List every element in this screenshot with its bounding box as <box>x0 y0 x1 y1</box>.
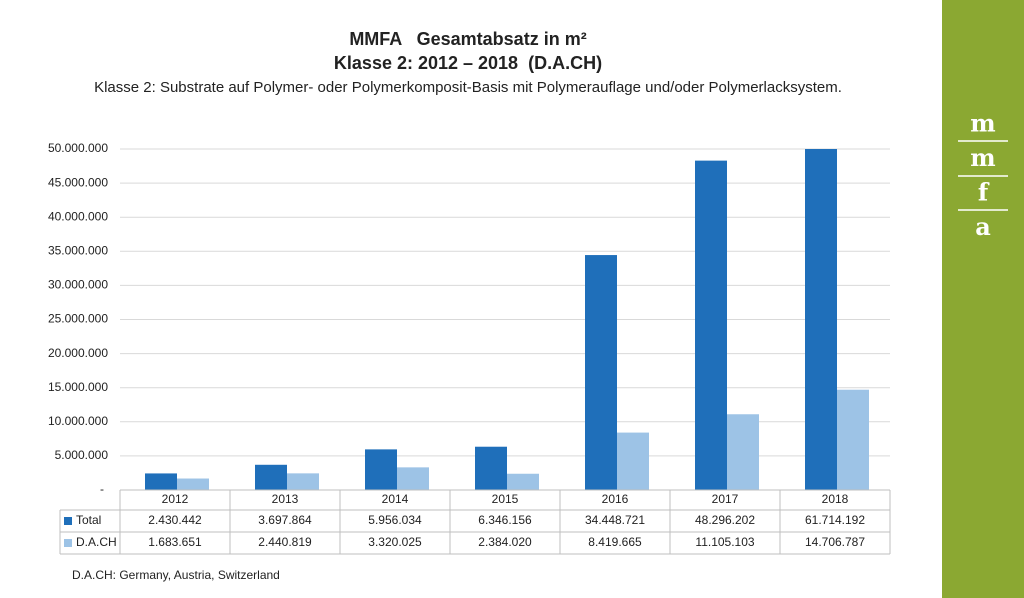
data-label: 2.430.442 <box>148 513 202 527</box>
logo-letter: m <box>970 109 995 138</box>
chart-title: MMFA Gesamtabsatz in m² <box>349 29 586 49</box>
y-tick-label: - <box>100 482 104 496</box>
legend-swatch <box>64 517 72 525</box>
data-label: 3.697.864 <box>258 513 312 527</box>
data-label: 6.346.156 <box>478 513 532 527</box>
x-tick-label: 2013 <box>272 492 299 506</box>
legend-label: Total <box>76 513 101 527</box>
y-tick-label: 25.000.000 <box>48 312 108 326</box>
bar <box>255 464 287 490</box>
y-tick-label: 20.000.000 <box>48 346 108 360</box>
y-tick-label: 35.000.000 <box>48 243 108 257</box>
bar <box>695 160 727 490</box>
bar <box>145 473 177 490</box>
logo-letter: m <box>970 143 995 172</box>
data-label: 1.683.651 <box>148 535 202 549</box>
bar <box>177 478 209 490</box>
data-label: 11.105.103 <box>695 535 754 549</box>
bar <box>507 473 539 490</box>
bar <box>365 449 397 490</box>
chart-description: Klasse 2: Substrate auf Polymer- oder Po… <box>94 79 842 96</box>
data-label: 48.296.202 <box>695 513 755 527</box>
data-label: 61.714.192 <box>805 513 865 527</box>
grid <box>120 148 890 491</box>
x-tick-label: 2012 <box>162 492 189 506</box>
y-tick-label: 10.000.000 <box>48 414 108 428</box>
y-tick-label: 40.000.000 <box>48 209 108 223</box>
x-tick-label: 2014 <box>382 492 409 506</box>
bar <box>617 432 649 490</box>
x-tick-label: 2016 <box>602 492 629 506</box>
x-tick-label: 2018 <box>822 492 849 506</box>
data-label: 34.448.721 <box>585 513 645 527</box>
data-label: 8.419.665 <box>588 535 642 549</box>
bar <box>805 149 837 490</box>
legend-label: D.A.CH <box>76 535 117 549</box>
x-tick-label: 2015 <box>492 492 519 506</box>
bar <box>727 414 759 490</box>
y-tick-label: 5.000.000 <box>55 448 109 462</box>
data-label: 2.384.020 <box>478 535 532 549</box>
bar <box>837 389 869 490</box>
data-table: 2012 2013 2014 2015 2016 2017 2018 Total 2.430.4… <box>59 489 891 555</box>
bar <box>287 473 319 490</box>
bar <box>475 446 507 490</box>
bar <box>397 467 429 490</box>
data-label: 3.320.025 <box>368 535 422 549</box>
y-tick-label: 15.000.000 <box>48 380 108 394</box>
bars <box>145 149 869 490</box>
data-label: 14.706.787 <box>805 535 865 549</box>
sidebar <box>942 0 1024 598</box>
chart-subtitle: Klasse 2: 2012 – 2018 (D.A.CH) <box>334 53 602 73</box>
legend-swatch <box>64 539 72 547</box>
logo-letter: f <box>978 178 990 207</box>
x-tick-label: 2017 <box>712 492 739 506</box>
footnote: D.A.CH: Germany, Austria, Switzerland <box>72 568 280 582</box>
logo-letter: a <box>975 212 991 241</box>
bar <box>585 255 617 490</box>
y-tick-label: 50.000.000 <box>48 141 108 155</box>
y-tick-label: 30.000.000 <box>48 278 108 292</box>
data-label: 2.440.819 <box>258 535 312 549</box>
y-tick-label: 45.000.000 <box>48 175 108 189</box>
data-label: 5.956.034 <box>368 513 422 527</box>
